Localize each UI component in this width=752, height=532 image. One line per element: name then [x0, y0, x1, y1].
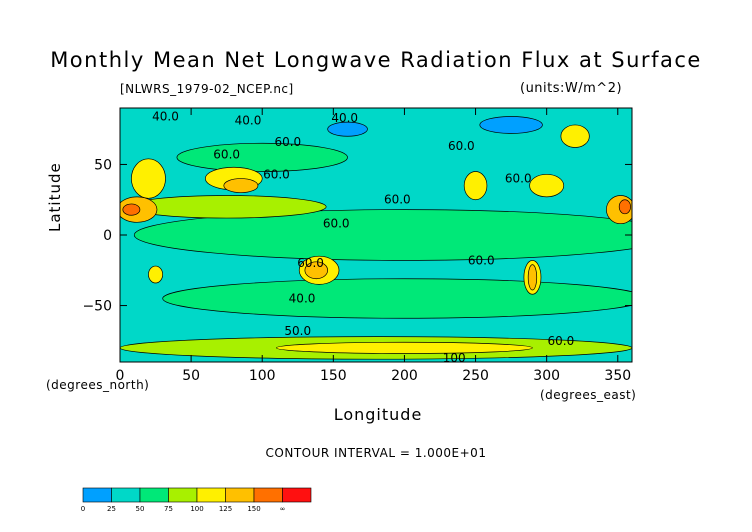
heatmap-region [529, 174, 564, 197]
x-tick-label: 350 [604, 368, 631, 384]
contour-label: 60.0 [274, 135, 301, 149]
x-tick-label: 50 [182, 368, 200, 384]
contour-line [133, 209, 632, 261]
y-tick-label: −50 [82, 299, 112, 315]
units-label: (units:W/m^2) [520, 81, 623, 96]
contour-line [527, 264, 538, 291]
heatmap-region [479, 116, 543, 134]
heatmap-region [223, 178, 258, 193]
x-tick-label: 200 [391, 368, 418, 384]
contour-line [223, 178, 259, 194]
contour-line [122, 203, 141, 216]
contour-line [327, 121, 368, 137]
contour-label: 60.0 [505, 172, 532, 186]
contour-line [298, 255, 340, 285]
contour-label: 60.0 [384, 193, 411, 207]
contour-line [606, 195, 632, 225]
x-tick-label: 100 [249, 368, 276, 384]
heatmap-region [464, 171, 487, 200]
contour-line [131, 158, 166, 199]
heatmap-region [127, 195, 327, 219]
contour-label: 40.0 [331, 111, 358, 125]
heatmap-region [131, 158, 166, 199]
contour-label: 60.0 [448, 139, 475, 153]
heatmap-region [619, 199, 631, 214]
heatmap-region [276, 342, 533, 354]
legend-swatch [225, 487, 255, 503]
heatmap-region [148, 266, 163, 283]
contour-line [276, 341, 533, 354]
heatmap-region [162, 278, 632, 319]
y-tick-label: 50 [94, 157, 112, 173]
contour-line [560, 124, 590, 148]
x-tick-label: 150 [320, 368, 347, 384]
contour-line [618, 199, 631, 215]
legend-swatch [111, 487, 141, 503]
heatmap-region [327, 122, 368, 137]
legend-tick-label: 150 [247, 505, 260, 513]
y-tick-label: 0 [103, 228, 112, 244]
y-axis-unit-label: (degrees_east) [540, 388, 637, 402]
x-axis-label: Longitude [333, 405, 423, 424]
legend-tick-label: 0 [81, 505, 85, 513]
contour-line [463, 171, 488, 201]
heatmap-regions: 40.0 40.0 40.0 60.0 60.0 60.0 60.0 60.0 60.0 60.0… [120, 108, 632, 365]
heatmap-region [122, 203, 140, 216]
contour-line [162, 278, 632, 319]
y-axis-label: Latitude [46, 162, 64, 232]
heatmap-region [528, 264, 537, 291]
contour-line [523, 260, 542, 295]
legend-swatch [282, 487, 312, 503]
legend-tick-label: 100 [190, 505, 203, 513]
heatmap-region [176, 143, 348, 172]
legend-tick-label: 125 [219, 505, 232, 513]
contour-line [148, 265, 164, 284]
legend-swatch [139, 487, 169, 503]
contour-line [120, 336, 632, 360]
legend-swatch [196, 487, 226, 503]
contour-label: 60.0 [263, 167, 290, 181]
file-name-label: [NLWRS_1979-02_NCEP.nc] [120, 82, 294, 96]
contour-label: 60.0 [548, 334, 575, 348]
x-tick-label: 300 [533, 368, 560, 384]
heatmap-region [304, 261, 328, 279]
contour-interval-note: CONTOUR INTERVAL = 1.000E+01 [265, 446, 487, 460]
x-tick-label: 250 [462, 368, 489, 384]
x-tick-label: 0 [116, 368, 125, 384]
contour-label: 40.0 [289, 292, 316, 306]
color-legend: 0 25 50 75 100 125 150 ∞ [81, 487, 312, 513]
legend-tick-label: 75 [164, 505, 173, 513]
contour-label: 60.0 [213, 148, 240, 162]
legend-tick-label: 50 [136, 505, 145, 513]
contour-line [304, 261, 328, 280]
heatmap-region [560, 124, 590, 148]
contour-line [529, 173, 565, 198]
legend-swatch [253, 487, 283, 503]
x-axis-unit-label: (degrees_north) [46, 378, 150, 392]
contour-label: 60.0 [323, 217, 350, 231]
contour-label: 100 [443, 351, 466, 365]
legend-swatch [168, 487, 198, 503]
contour-label: 60.0 [297, 256, 324, 270]
contour-line [120, 196, 158, 223]
contour-label: 60.0 [468, 253, 495, 267]
contour-label: 50.0 [284, 324, 311, 338]
chart-title: Monthly Mean Net Longwave Radiation Flux… [50, 48, 702, 72]
legend-tick-label: 25 [107, 505, 116, 513]
legend-tick-label: ∞ [280, 505, 286, 513]
heatmap-region [134, 209, 632, 261]
contour-label: 40.0 [152, 109, 179, 123]
contour-line [479, 116, 543, 134]
legend-swatch [82, 487, 112, 503]
contour-label: 40.0 [235, 114, 262, 128]
contour-line [176, 142, 348, 172]
